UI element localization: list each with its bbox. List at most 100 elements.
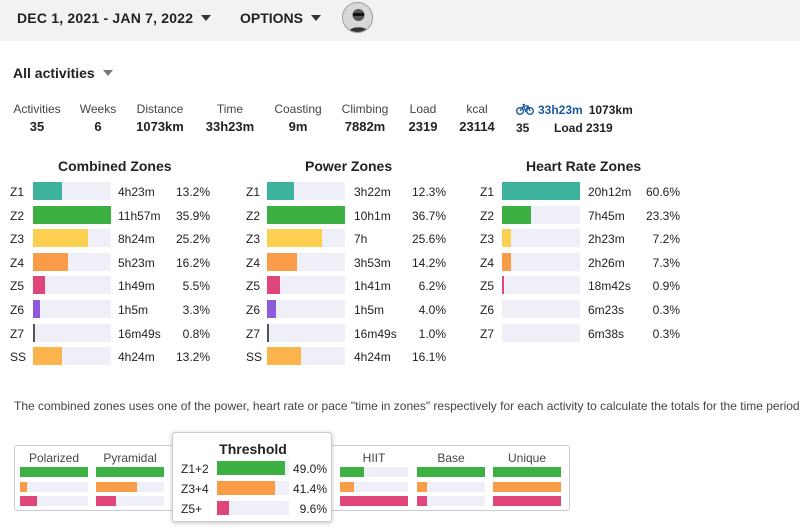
distribution-bar-fill <box>96 467 164 477</box>
zone-bar-track <box>267 182 345 200</box>
zone-name: Z2 <box>480 208 495 223</box>
power-zone-row: Z1 3h22m 12.3% <box>246 181 466 203</box>
zone-name: Z1 <box>480 185 495 199</box>
zone-name: Z7 <box>246 326 261 341</box>
zone-percent: 3.3% <box>182 303 210 317</box>
zone-percent: 16.2% <box>175 255 210 270</box>
zone-percent: 23.3% <box>645 208 680 223</box>
distribution-unique[interactable]: Unique <box>493 446 561 510</box>
chevron-down-icon <box>102 70 113 76</box>
distribution-bar <box>493 496 561 506</box>
distribution-base[interactable]: Base <box>417 446 485 510</box>
zone-name: Z1 <box>10 185 25 199</box>
threshold-bar-fill <box>217 501 230 515</box>
stat-value: 35 <box>29 119 45 134</box>
threshold-bar-track <box>217 481 289 495</box>
zone-percent: 1.0% <box>418 326 446 341</box>
combined-zone-row: Z5 1h49m 5.5% <box>10 275 230 297</box>
distribution-bar <box>417 467 485 477</box>
zone-time: 6m38s <box>588 326 625 341</box>
options-menu[interactable]: OPTIONS <box>240 10 322 26</box>
zone-name: Z3 <box>246 232 261 247</box>
date-range-selector[interactable]: DEC 1, 2021 - JAN 7, 2022 <box>17 10 212 26</box>
zone-percent: 60.6% <box>645 185 680 199</box>
zone-bar-track <box>502 229 580 248</box>
distribution-polarized[interactable]: Polarized <box>20 446 88 510</box>
bicycle-icon <box>516 103 534 118</box>
zone-name: SS <box>246 350 263 365</box>
threshold-bar-track <box>217 501 289 515</box>
zone-bar-track <box>33 300 111 318</box>
zone-bar-fill <box>267 276 281 295</box>
zone-percent: 5.5% <box>182 279 210 294</box>
zone-name: Z4 <box>10 255 25 270</box>
stat-label: Distance <box>136 102 184 116</box>
zone-percent: 7.2% <box>652 232 680 247</box>
zone-time: 16m49s <box>118 326 161 341</box>
stat-value: 1073km <box>136 119 184 134</box>
zone-percent: 36.7% <box>411 208 446 223</box>
zone-bar-track <box>267 229 345 248</box>
threshold-card[interactable]: Threshold Z1+2 49.0% Z3+4 41.4% Z5+ 9.6% <box>172 432 332 522</box>
activity-filter-label: All activities <box>13 65 95 81</box>
distribution-hiit[interactable]: HIIT <box>340 446 408 510</box>
zone-bar-track <box>267 276 345 295</box>
activity-filter-dropdown[interactable]: All activities <box>13 65 113 81</box>
distribution-bar-fill <box>340 482 354 492</box>
distribution-bar <box>96 496 164 506</box>
zone-percent: 0.3% <box>652 303 680 317</box>
zone-percent: 0.3% <box>652 326 680 341</box>
zone-time: 4h24m <box>354 350 391 365</box>
distribution-bar <box>493 482 561 492</box>
date-range-label: DEC 1, 2021 - JAN 7, 2022 <box>17 10 194 26</box>
combined-zone-row: Z2 11h57m 35.9% <box>10 205 230 227</box>
zone-bar-fill <box>267 323 270 342</box>
combined-zone-row: Z3 8h24m 25.2% <box>10 228 230 250</box>
distribution-bar-fill <box>340 467 364 477</box>
threshold-percent: 9.6% <box>299 502 327 516</box>
threshold-percent: 49.0% <box>293 462 328 476</box>
zone-name: Z6 <box>246 303 261 317</box>
zone-name: Z2 <box>10 208 25 223</box>
chevron-down-icon <box>311 15 322 21</box>
distribution-label: HIIT <box>362 451 386 465</box>
stat-label: Load <box>409 102 437 116</box>
zone-time: 3h53m <box>354 255 391 270</box>
distribution-bar-fill <box>417 482 428 492</box>
combined-zone-row: Z4 5h23m 16.2% <box>10 252 230 274</box>
zone-time: 7h <box>354 232 368 247</box>
stat-value: 6 <box>94 119 102 134</box>
zone-percent: 12.3% <box>411 185 446 199</box>
stat-value: 2319 <box>408 119 438 134</box>
bike-distance: 1073km <box>588 103 633 117</box>
avatar[interactable] <box>342 2 373 33</box>
zone-bar-fill <box>33 347 62 366</box>
zone-name: Z7 <box>10 326 25 341</box>
zone-bar-track <box>502 205 580 224</box>
zone-time: 1h5m <box>354 303 385 317</box>
distribution-pyramidal[interactable]: Pyramidal <box>96 446 164 510</box>
stat-label: kcal <box>466 102 488 116</box>
threshold-zone-name: Z1+2 <box>181 462 209 476</box>
zone-time: 2h23m <box>588 232 625 247</box>
zone-name: Z6 <box>480 303 495 317</box>
distribution-bar-fill <box>493 482 561 492</box>
zone-time: 18m42s <box>588 279 631 294</box>
stat-weeks: Weeks 6 <box>79 102 117 134</box>
threshold-row: Z1+2 49.0% <box>181 461 327 477</box>
distribution-label: Base <box>437 451 465 465</box>
zone-name: SS <box>10 350 27 365</box>
zone-time: 8h24m <box>118 232 155 247</box>
combined-zone-row: Z1 4h23m 13.2% <box>10 181 230 203</box>
zone-bar-track <box>33 252 111 271</box>
zone-name: Z3 <box>10 232 25 247</box>
threshold-zone-name: Z3+4 <box>181 482 209 496</box>
zone-bar-fill <box>502 276 504 295</box>
stat-label: Weeks <box>79 102 117 116</box>
zone-time: 4h23m <box>118 185 155 199</box>
distribution-bar-fill <box>96 496 117 506</box>
power-zone-row: Z6 1h5m 4.0% <box>246 299 466 321</box>
zone-percent: 16.1% <box>411 350 446 365</box>
zone-bar-fill <box>33 252 69 271</box>
distribution-bar <box>417 482 485 492</box>
